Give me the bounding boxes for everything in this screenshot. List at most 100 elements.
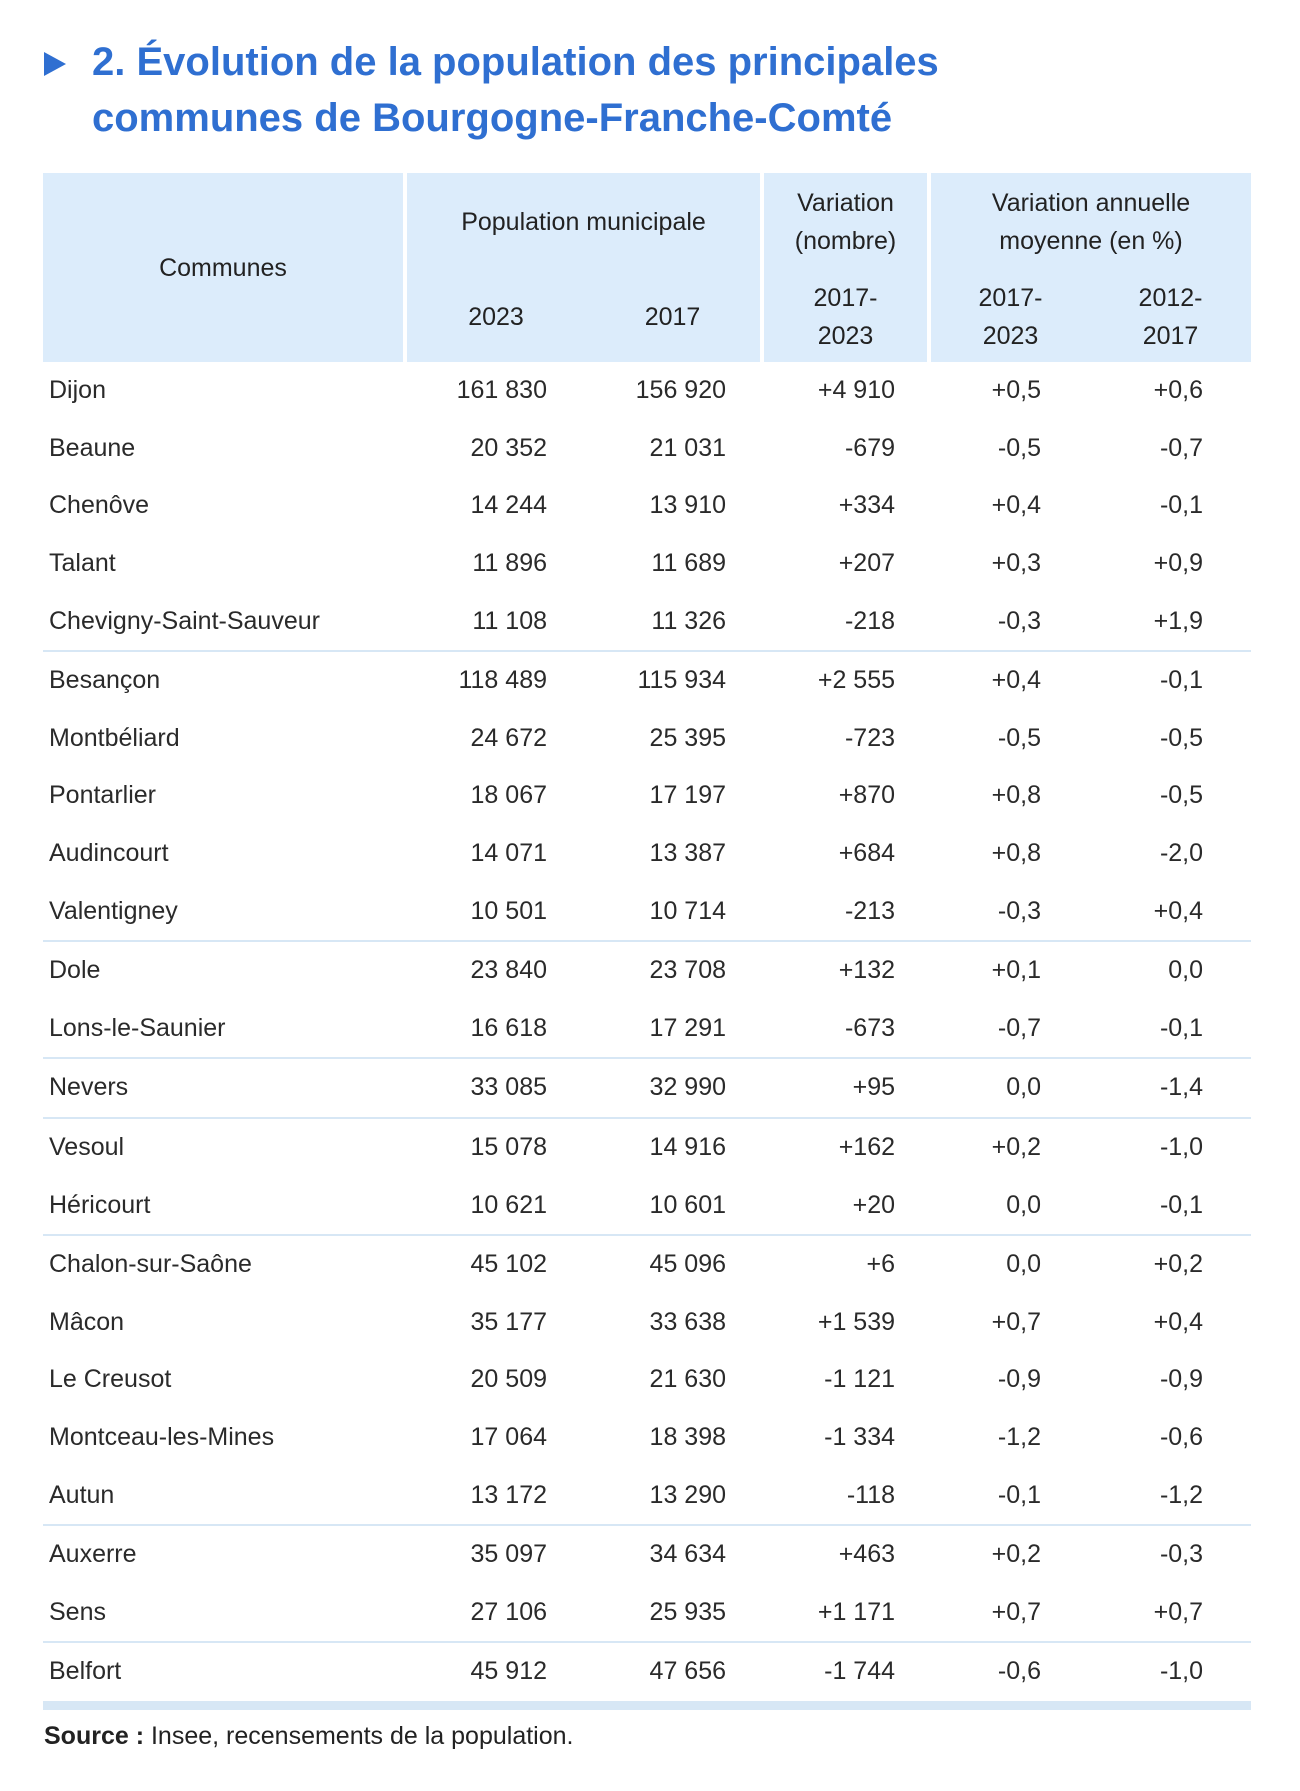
triangle-bullet-icon (44, 52, 66, 76)
commune-name: Dijon (49, 376, 106, 405)
taux-2012-2017: +0,2 (1153, 1250, 1204, 1279)
title-line-1: 2. Évolution de la population des princi… (92, 40, 939, 84)
variation-nombre: -1 121 (824, 1365, 896, 1394)
commune-name: Belfort (43, 1642, 405, 1710)
taux-2017-2023: +0,5 (991, 376, 1042, 405)
population-2017: 32 990 (585, 1058, 763, 1119)
taux-2017-2023: +0,4 (991, 491, 1042, 520)
taux-2017-2023: -0,9 (997, 1365, 1042, 1394)
variation-nombre: +162 (838, 1133, 896, 1162)
table-row: Autun 13 172 13 290 -118 -0,1 -1,2 (43, 1466, 1252, 1526)
commune-name: Chalon-sur-Saône (49, 1250, 252, 1279)
taux-2012-2017: +0,4 (1090, 882, 1252, 942)
taux-2012-2017: +0,9 (1153, 549, 1204, 578)
table-row: Chenôve 14 244 13 910 +334 +0,4 -0,1 (43, 477, 1251, 535)
commune-name: Dole (49, 956, 101, 985)
header-period-variation: 2017-2023 (762, 271, 932, 362)
variation-nombre: -1 744 (762, 1642, 930, 1710)
taux-2012-2017: -0,1 (1159, 491, 1204, 520)
variation-nombre: +684 (838, 839, 896, 868)
population-2023: 23 840 (470, 956, 547, 985)
table-row: Montbéliard 24 672 25 395 -723 -0,5 -0,5 (43, 710, 1251, 768)
table-row: Beaune 20 352 21 031 -679 -0,5 -0,7 (43, 420, 1251, 478)
table-row: Chevigny-Saint-Sauveur 11 108 11 326 -218 -0… (43, 592, 1252, 652)
commune-name: Mâcon (49, 1307, 125, 1336)
taux-2012-2017: -1,0 (1159, 1133, 1204, 1162)
taux-2017-2023: -0,5 (997, 723, 1042, 752)
population-2023: 16 618 (405, 999, 585, 1060)
taux-2017-2023: -1,2 (997, 1422, 1042, 1451)
header-period-2012-2017: 2012-2017 (1090, 271, 1252, 362)
table-row: Pontarlier 18 067 17 197 +870 +0,8 -0,5 (43, 767, 1251, 825)
source-text: Insee, recensements de la population. (144, 1722, 574, 1750)
variation-nombre: +6 (866, 1250, 896, 1279)
population-2023: 11 896 (472, 549, 547, 578)
taux-2017-2023: +0,8 (991, 781, 1042, 810)
population-2017: 25 935 (585, 1583, 763, 1644)
taux-2012-2017: -0,5 (1159, 723, 1204, 752)
commune-name: Valentigney (43, 882, 405, 942)
variation-nombre: -1 334 (824, 1422, 896, 1451)
taux-2012-2017: -1,0 (1090, 1642, 1252, 1710)
population-2023: 18 067 (470, 781, 547, 810)
source-label: Source : (44, 1722, 145, 1750)
commune-name: Montbéliard (49, 723, 180, 752)
taux-2017-2023: -0,3 (929, 882, 1091, 942)
header-period-2017-2023: 2017-2023 (929, 271, 1091, 362)
population-2017: 10 714 (585, 882, 763, 942)
population-2017: 21 630 (649, 1365, 727, 1394)
table-row: Auxerre 35 097 34 634 +463 +0,2 -0,3 (43, 1525, 1251, 1584)
header-variation-nombre: Variation (nombre) (762, 173, 932, 271)
population-table: Communes Population municipale Variation… (43, 173, 1252, 1710)
table-row: Dijon 161 830 156 920 +4 910 +0,5 +0,6 (43, 362, 1251, 420)
commune-name: Chenôve (49, 491, 150, 520)
population-2023: 14 071 (470, 839, 547, 868)
variation-nombre: -213 (762, 882, 930, 942)
population-2017: 14 916 (649, 1133, 727, 1162)
table-row: Sens 27 106 25 935 +1 171 +0,7 +0,7 (43, 1583, 1252, 1644)
taux-2012-2017: -0,9 (1159, 1365, 1204, 1394)
population-2023: 10 621 (405, 1176, 585, 1236)
taux-2012-2017: -0,1 (1090, 1176, 1252, 1236)
taux-2012-2017: +0,4 (1153, 1307, 1204, 1336)
variation-nombre: -723 (844, 723, 896, 752)
table-row: Vesoul 15 078 14 916 +162 +0,2 -1,0 (43, 1118, 1251, 1177)
taux-2017-2023: 0,0 (929, 1058, 1091, 1119)
population-2023: 14 244 (470, 491, 547, 520)
taux-2012-2017: 0,0 (1168, 956, 1204, 985)
population-2017: 13 910 (649, 491, 727, 520)
source-note: Source : Insee, recensements de la popul… (44, 1722, 573, 1751)
variation-nombre: -679 (844, 433, 896, 462)
commune-name: Besançon (49, 666, 161, 695)
commune-name: Le Creusot (49, 1365, 172, 1394)
commune-name: Sens (43, 1583, 405, 1644)
taux-2012-2017: +0,6 (1153, 376, 1204, 405)
commune-name: Montceau-les-Mines (49, 1422, 275, 1451)
population-2017: 13 290 (585, 1466, 763, 1526)
table-row: Audincourt 14 071 13 387 +684 +0,8 -2,0 (43, 825, 1251, 883)
population-2023: 35 177 (470, 1307, 547, 1336)
taux-2017-2023: -0,1 (929, 1466, 1091, 1526)
commune-name: Vesoul (49, 1133, 125, 1162)
commune-name: Héricourt (43, 1176, 405, 1236)
header-2017: 2017 (585, 271, 765, 362)
table-row: Héricourt 10 621 10 601 +20 0,0 -0,1 (43, 1176, 1252, 1236)
variation-nombre: +207 (838, 549, 896, 578)
variation-nombre: +132 (838, 956, 896, 985)
population-2017: 33 638 (649, 1307, 727, 1336)
taux-2012-2017: -0,1 (1090, 999, 1252, 1060)
commune-name: Audincourt (49, 839, 169, 868)
taux-2017-2023: +0,8 (991, 839, 1042, 868)
population-2017: 18 398 (649, 1422, 727, 1451)
taux-2017-2023: -0,5 (997, 433, 1042, 462)
header-2023: 2023 (405, 271, 585, 362)
taux-2017-2023: +0,2 (991, 1540, 1042, 1569)
taux-2017-2023: +0,1 (991, 956, 1042, 985)
taux-2012-2017: -1,2 (1090, 1466, 1252, 1526)
table-row: Le Creusot 20 509 21 630 -1 121 -0,9 -0,9 (43, 1351, 1251, 1409)
header-communes: Communes (43, 173, 407, 362)
table-row: Lons-le-Saunier 16 618 17 291 -673 -0,7 -0,1 (43, 999, 1252, 1060)
taux-2017-2023: 0,0 (1006, 1250, 1042, 1279)
table-row: Nevers 33 085 32 990 +95 0,0 -1,4 (43, 1058, 1252, 1119)
population-2023: 45 912 (405, 1642, 585, 1710)
